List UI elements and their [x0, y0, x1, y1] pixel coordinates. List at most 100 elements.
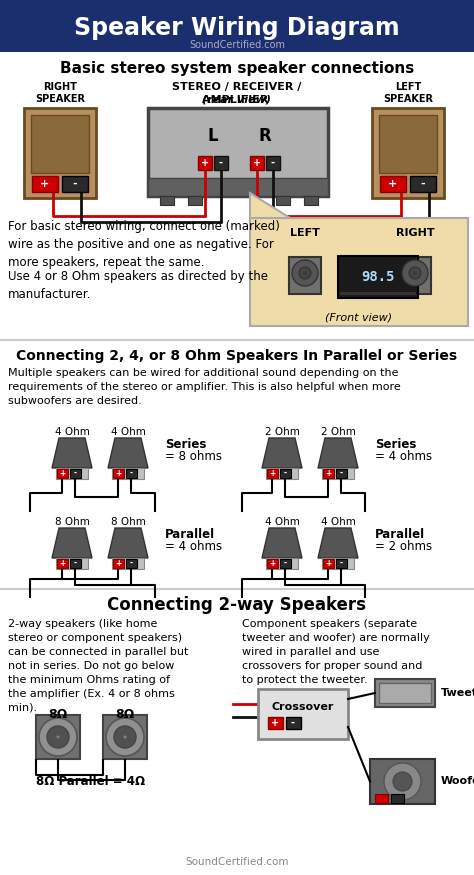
- Text: +: +: [269, 559, 275, 568]
- Text: (Front view): (Front view): [326, 313, 392, 323]
- Bar: [0, 0, 474, 52]
- Text: Crossover: Crossover: [272, 702, 334, 712]
- Bar: [62, 176, 88, 192]
- Text: 4 Ohm: 4 Ohm: [110, 427, 146, 437]
- Text: 2 Ohm: 2 Ohm: [264, 427, 300, 437]
- Bar: [410, 176, 436, 192]
- Circle shape: [384, 763, 421, 800]
- Circle shape: [47, 726, 69, 748]
- Text: 4 Ohm: 4 Ohm: [55, 427, 90, 437]
- Bar: [113, 559, 124, 568]
- Bar: [323, 469, 334, 478]
- Bar: [57, 559, 68, 568]
- Text: -: -: [130, 559, 133, 568]
- Polygon shape: [318, 438, 358, 468]
- Bar: [391, 794, 404, 803]
- Text: +: +: [388, 179, 398, 189]
- Bar: [304, 196, 318, 205]
- Text: Use 4 or 8 Ohm speakers as directed by the
manufacturer.: Use 4 or 8 Ohm speakers as directed by t…: [8, 270, 268, 301]
- Text: +: +: [40, 179, 50, 189]
- Bar: [266, 156, 280, 170]
- Text: SoundCertified.com: SoundCertified.com: [185, 857, 289, 867]
- Text: 8 Ohm: 8 Ohm: [110, 517, 146, 527]
- Bar: [103, 715, 147, 759]
- Bar: [250, 218, 468, 326]
- Text: -: -: [284, 469, 287, 478]
- Circle shape: [39, 718, 77, 756]
- Circle shape: [56, 735, 60, 739]
- Bar: [258, 689, 348, 739]
- Text: Basic stereo system speaker connections: Basic stereo system speaker connections: [60, 60, 414, 75]
- Text: -: -: [284, 559, 287, 568]
- Text: Series: Series: [165, 438, 206, 451]
- Text: +: +: [59, 559, 65, 568]
- Bar: [113, 469, 124, 478]
- Bar: [280, 559, 291, 568]
- Circle shape: [414, 272, 416, 274]
- Bar: [338, 256, 418, 298]
- Polygon shape: [108, 438, 148, 468]
- Bar: [276, 196, 290, 205]
- Bar: [56, 558, 88, 569]
- Text: +: +: [59, 469, 65, 478]
- Text: Connecting 2, 4, or 8 Ohm Speakers In Parallel or Series: Connecting 2, 4, or 8 Ohm Speakers In Pa…: [17, 349, 457, 363]
- Bar: [266, 468, 298, 479]
- Bar: [36, 715, 80, 759]
- Bar: [322, 468, 354, 479]
- Text: +: +: [115, 559, 122, 568]
- Polygon shape: [262, 528, 302, 558]
- Bar: [336, 469, 347, 478]
- Text: -: -: [271, 158, 275, 168]
- Bar: [160, 196, 174, 205]
- Bar: [289, 257, 321, 294]
- Text: Speaker Wiring Diagram: Speaker Wiring Diagram: [74, 16, 400, 40]
- Text: +: +: [201, 158, 209, 168]
- Circle shape: [402, 260, 428, 286]
- Bar: [266, 558, 298, 569]
- Text: -: -: [340, 559, 343, 568]
- Bar: [188, 196, 202, 205]
- Bar: [323, 559, 334, 568]
- Text: +: +: [325, 469, 332, 478]
- Bar: [112, 558, 144, 569]
- Text: -: -: [74, 559, 77, 568]
- Polygon shape: [318, 528, 358, 558]
- Text: = 4 ohms: = 4 ohms: [375, 451, 432, 464]
- Text: -: -: [219, 158, 223, 168]
- Text: Woofer: Woofer: [441, 776, 474, 787]
- Text: STEREO / RECEIVER /
AMPLIFIER: STEREO / RECEIVER / AMPLIFIER: [173, 82, 301, 105]
- Circle shape: [106, 718, 144, 756]
- Bar: [214, 156, 228, 170]
- Bar: [375, 794, 388, 803]
- Bar: [250, 156, 264, 170]
- Circle shape: [304, 272, 306, 274]
- Bar: [57, 469, 68, 478]
- Text: -: -: [73, 179, 77, 189]
- Text: = 2 ohms: = 2 ohms: [375, 541, 432, 554]
- Text: RIGHT
SPEAKER: RIGHT SPEAKER: [35, 82, 85, 104]
- Text: Parallel: Parallel: [165, 528, 215, 541]
- Text: SoundCertified.com: SoundCertified.com: [189, 40, 285, 50]
- Bar: [267, 559, 278, 568]
- Bar: [370, 759, 435, 804]
- Text: 8Ω: 8Ω: [115, 708, 135, 720]
- Polygon shape: [52, 438, 92, 468]
- Bar: [375, 679, 435, 707]
- Text: = 4 ohms: = 4 ohms: [165, 541, 222, 554]
- Text: Series: Series: [375, 438, 416, 451]
- Text: 2-way speakers (like home
stereo or component speakers)
can be connected in para: 2-way speakers (like home stereo or comp…: [8, 619, 188, 713]
- Text: = 8 ohms: = 8 ohms: [165, 451, 222, 464]
- Text: For basic stereo wiring, connect one (marked)
wire as the positive and one as ne: For basic stereo wiring, connect one (ma…: [8, 220, 280, 269]
- Bar: [32, 176, 58, 192]
- Polygon shape: [250, 193, 290, 218]
- Bar: [31, 115, 89, 173]
- Text: Component speakers (separate
tweeter and woofer) are normally
wired in parallel : Component speakers (separate tweeter and…: [242, 619, 430, 685]
- Text: +: +: [325, 559, 332, 568]
- Text: L: L: [208, 127, 219, 145]
- Text: -: -: [74, 469, 77, 478]
- Text: 8Ω Parallel = 4Ω: 8Ω Parallel = 4Ω: [36, 775, 146, 788]
- Bar: [70, 559, 81, 568]
- Text: -: -: [421, 179, 425, 189]
- Text: LEFT: LEFT: [290, 228, 320, 238]
- Text: R: R: [259, 127, 272, 145]
